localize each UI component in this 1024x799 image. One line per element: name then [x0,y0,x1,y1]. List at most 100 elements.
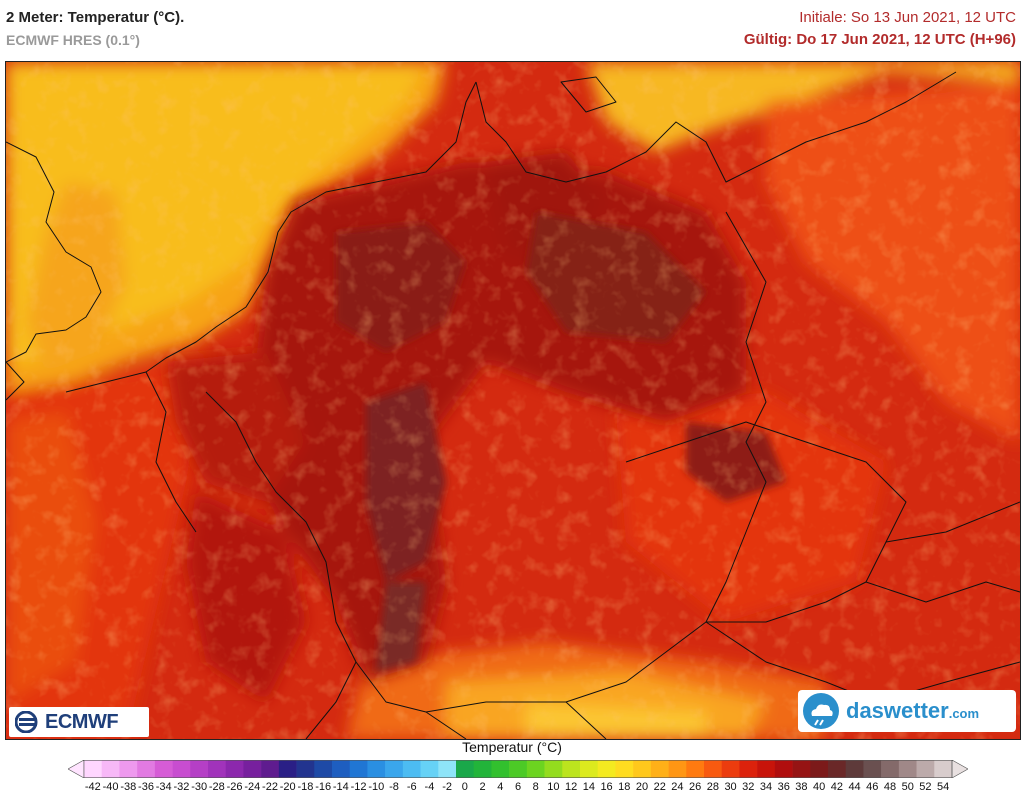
colorbar-swatch [84,760,103,778]
colorbar-swatch [278,760,297,778]
colorbar-swatch [314,760,333,778]
borders [6,71,1020,739]
colorbar-tick-label: -36 [138,781,154,793]
colorbar-swatch [916,760,935,778]
colorbar-swatch [154,760,173,778]
colorbar-tick-label: -14 [332,781,349,793]
colorbar-tick-label: 10 [547,781,560,793]
colorbar-tick-label: -42 [84,781,101,793]
colorbar-tick-label: -10 [368,781,385,793]
border-slovakia [865,581,1020,603]
border-italy [565,701,607,739]
colorbar-swatch [208,760,227,778]
border-czech [625,421,907,623]
colorbar-tick-label: 0 [461,781,468,793]
colorbar-tick-label: 16 [600,781,613,793]
colorbar-swatch [845,760,864,778]
temperature-field [6,62,1020,739]
colorbar-tick-label: -6 [406,781,417,793]
colorbar-tick-label: -8 [389,781,399,793]
colorbar-swatch [190,760,209,778]
colorbar-tick-label: -20 [279,781,296,793]
daswetter-cloud-icon [803,693,839,729]
colorbar-tick-label: 12 [565,781,578,793]
border-switzerland [305,661,357,739]
temperature-map[interactable]: ECMWF daswetter.com [5,61,1021,740]
ecmwf-logo-text: ECMWF [45,710,119,733]
colorbar [68,760,968,778]
colorbar-tick-label: -2 [442,781,453,793]
colorbar-tick-label: 32 [742,781,755,793]
colorbar-tick-label: 26 [689,781,702,793]
colorbar-swatch [774,760,793,778]
daswetter-logo-text: daswetter.com [846,698,980,723]
map-title: 2 Meter: Temperatur (°C). [6,9,185,26]
colorbar-ticks: -42 -40 -38 -36 -34 -32 -30 -28 -26 -24 -22 -20 -18-… [0,781,1024,797]
colorbar-tick-label: -30 [191,781,208,793]
colorbar-tick-label: -22 [262,781,278,793]
colorbar-swatch [650,760,669,778]
ecmwf-logo-icon [15,711,38,733]
colorbar-swatch [420,760,439,778]
colorbar-swatch [704,760,723,778]
colorbar-swatch [349,760,368,778]
colorbar-swatch [686,760,705,778]
colorbar-swatch [101,760,120,778]
colorbar-tick-label: -40 [102,781,119,793]
header-right: Initiale: So 13 Jun 2021, 12 UTC Gültig:… [744,8,1016,50]
colorbar-tick-label: 24 [671,781,684,793]
coast-continent [65,81,477,393]
colorbar-swatch [119,760,138,778]
colorbar-swatch [137,760,156,778]
colorbar-swatch [881,760,900,778]
colorbar-tick-label: 22 [653,781,666,793]
colorbar-swatch [526,760,545,778]
colorbar-swatch [757,760,776,778]
colorbar-tick-label: 6 [514,781,522,793]
colorbar-tick-label: -32 [173,781,190,793]
colorbar-tick-label: -38 [120,781,137,793]
colorbar-tick-label: 50 [901,781,914,793]
init-time: Initiale: So 13 Jun 2021, 12 UTC [799,9,1016,26]
colorbar-tick-label: 34 [759,781,773,793]
colorbar-swatch [296,760,315,778]
colorbar-tick-label: 18 [618,781,631,793]
colorbar-swatch [580,760,599,778]
terrain-grain [6,62,1020,739]
colorbar-swatch [243,760,262,778]
colorbar-swatch [810,760,829,778]
colorbar-swatch [562,760,581,778]
colorbar-swatch [721,760,740,778]
colorbar-tick-label: -24 [244,781,261,793]
colorbar-tick-label: -4 [424,781,435,793]
colorbar-swatch [456,760,475,778]
colorbar-swatch [473,760,492,778]
colorbar-tick-label: 46 [866,781,879,793]
colorbar-arrow-right [951,760,968,778]
colorbar-swatch [438,760,457,778]
colorbar-tick-label: -16 [315,781,332,793]
colorbar-swatch [509,760,528,778]
colorbar-tick-label: 38 [795,781,808,793]
coast-baltic [475,71,957,183]
border-poland-south [885,501,1020,543]
colorbar-swatch [367,760,386,778]
border-belgium [145,371,197,533]
coast-channel [6,361,25,401]
colorbar-swatch [934,760,953,778]
border-swiss-south [425,711,467,739]
colorbar-tick-label: 14 [582,781,595,793]
colorbar-swatch [385,760,404,778]
coast-island [560,76,617,113]
colorbar-swatch [668,760,687,778]
colorbar-tick-label: 36 [777,781,790,793]
colorbar-swatch [597,760,616,778]
colorbar-tick-label: -18 [297,781,314,793]
colorbar-tick-label: 30 [724,781,737,793]
colorbar-tick-label: -26 [226,781,243,793]
legend-title: Temperatur (°C) [462,739,562,755]
colorbar-swatch [792,760,811,778]
daswetter-logo: daswetter.com [798,690,1016,732]
colorbar-tick-label: -12 [350,781,367,793]
colorbar-tick-label: 28 [706,781,719,793]
